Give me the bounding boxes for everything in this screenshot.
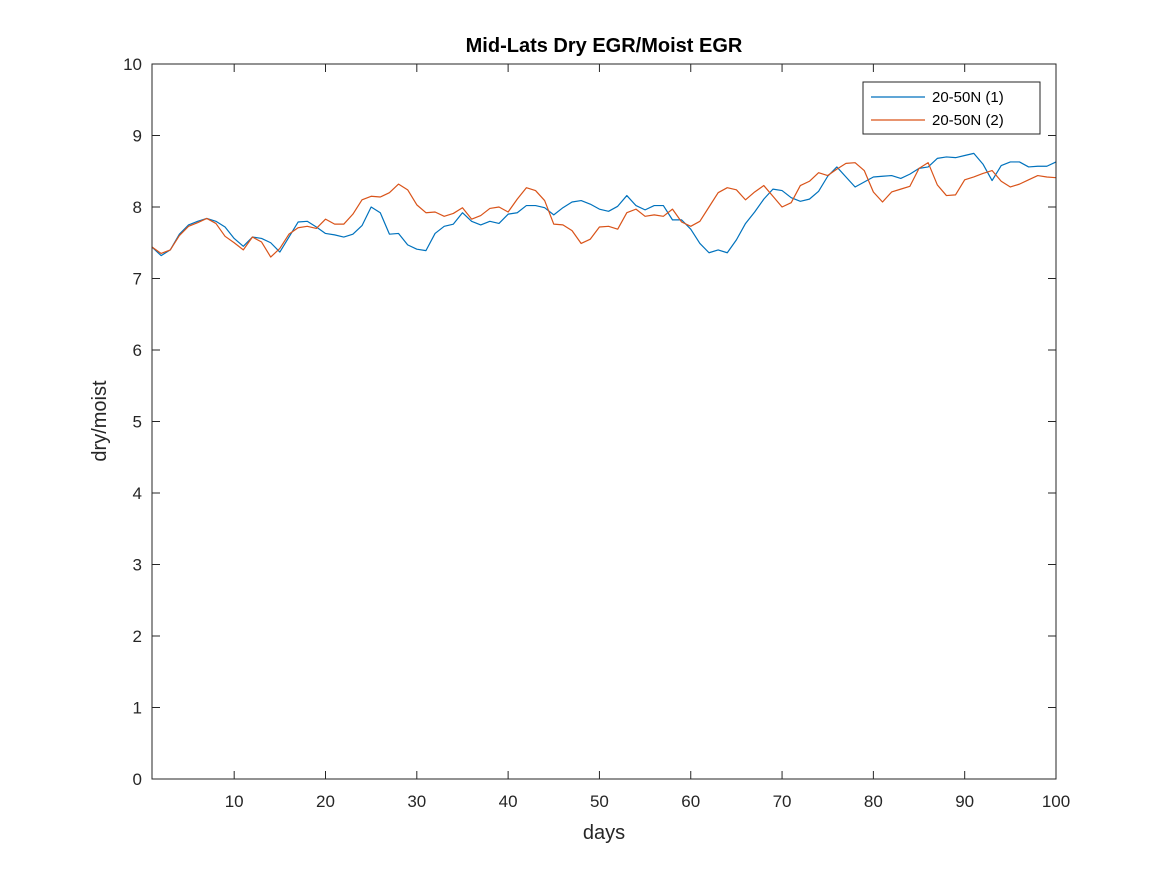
y-tick-label: 7 [133, 270, 142, 289]
plot-area [152, 64, 1056, 779]
y-tick-label: 2 [133, 627, 142, 646]
x-tick-label: 40 [499, 792, 518, 811]
x-tick-label: 20 [316, 792, 335, 811]
x-axis-label: days [583, 822, 625, 844]
x-tick-label: 60 [681, 792, 700, 811]
y-tick-label: 0 [133, 770, 142, 789]
y-tick-label: 6 [133, 341, 142, 360]
y-tick-label: 5 [133, 413, 142, 432]
y-tick-label: 9 [133, 127, 142, 146]
x-tick-label: 50 [590, 792, 609, 811]
y-axis: 0 1 2 3 4 5 6 7 8 9 10 [123, 55, 1056, 789]
x-axis: 10 20 30 40 50 60 70 80 90 100 [225, 64, 1070, 811]
x-tick-label: 10 [225, 792, 244, 811]
x-tick-label: 80 [864, 792, 883, 811]
x-tick-label: 30 [407, 792, 426, 811]
y-tick-label: 4 [133, 484, 142, 503]
y-tick-label: 1 [133, 699, 142, 718]
series-line-1 [151, 152, 1057, 257]
x-tick-label: 100 [1042, 792, 1070, 811]
x-tick-label: 90 [955, 792, 974, 811]
x-tick-label: 70 [773, 792, 792, 811]
legend-label-series-2: 20-50N (2) [932, 112, 1004, 129]
y-tick-label: 3 [133, 556, 142, 575]
y-tick-label: 10 [123, 55, 142, 74]
legend-label-series-1: 20-50N (1) [932, 89, 1004, 106]
y-axis-label: dry/moist [89, 380, 111, 462]
legend: 20-50N (1) 20-50N (2) [862, 81, 1041, 135]
y-tick-label: 8 [133, 198, 142, 217]
chart-title: Mid-Lats Dry EGR/Moist EGR [466, 35, 743, 57]
series-line-2 [151, 162, 1057, 258]
series-layer [151, 152, 1057, 258]
legend-box [862, 81, 1041, 135]
